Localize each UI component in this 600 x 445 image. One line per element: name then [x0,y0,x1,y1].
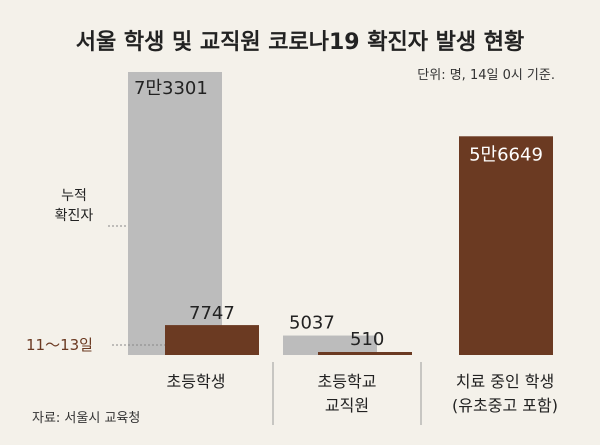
bar-s0-c0 [128,72,222,355]
value-label-s1-c0: 7747 [189,303,235,324]
series-label-cumulative-1: 확진자 [55,208,94,224]
bar-s2-c2 [459,136,553,355]
value-label-s1-c1: 510 [350,329,384,350]
value-label-s0-c1: 5037 [289,313,335,334]
chart-title: 서울 학생 및 교직원 코로나19 확진자 발생 현황 [76,30,525,55]
category-label-0-0: 초등학생 [167,372,226,391]
category-label-1-0: 초등학교 [318,372,377,391]
bar-s1-c1 [318,352,412,355]
value-labels: 7만3301 7747 5037 510 5만6649 [134,78,543,350]
bar-s0-c1 [283,335,377,355]
series-label-recent: 11～13일 [26,336,93,354]
unit-note: 단위: 명, 14일 0시 기준. [417,68,555,83]
bar-s1-c0 [165,325,259,355]
bars [128,72,553,355]
source-note: 자료: 서울시 교육청 [32,411,140,426]
category-label-2-1: (유초중고 포함) [452,396,558,415]
series-label-cumulative-0: 누적 [61,188,87,204]
category-label-2-0: 치료 중인 학생 [456,372,555,391]
category-label-1-1: 교직원 [325,396,369,415]
value-label-s2-c2: 5만6649 [469,144,543,165]
value-label-s0-c0: 7만3301 [134,78,208,99]
